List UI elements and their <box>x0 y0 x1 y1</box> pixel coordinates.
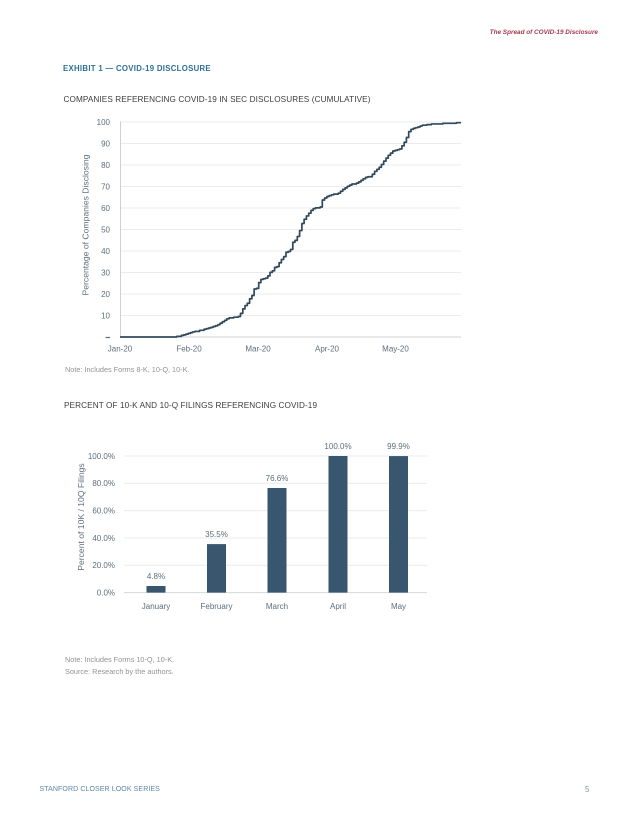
svg-text:May-20: May-20 <box>382 345 409 354</box>
svg-text:0.0%: 0.0% <box>97 589 115 598</box>
svg-text:20.0%: 20.0% <box>92 561 115 570</box>
svg-text:50: 50 <box>101 225 110 234</box>
svg-text:4.8%: 4.8% <box>147 572 165 581</box>
svg-text:40.0%: 40.0% <box>92 534 115 543</box>
svg-text:Percentage of Companies Disclo: Percentage of Companies Disclosing <box>81 154 91 295</box>
svg-text:70: 70 <box>101 182 110 191</box>
svg-text:40: 40 <box>101 247 110 256</box>
svg-text:March: March <box>266 602 288 611</box>
svg-text:100.0%: 100.0% <box>324 442 351 451</box>
svg-text:76.6%: 76.6% <box>266 474 289 483</box>
svg-text:80.0%: 80.0% <box>92 479 115 488</box>
svg-text:100: 100 <box>97 118 111 127</box>
svg-text:January: January <box>142 602 170 611</box>
svg-text:20: 20 <box>101 290 110 299</box>
svg-text:80: 80 <box>101 161 110 170</box>
svg-text:60.0%: 60.0% <box>92 507 115 516</box>
svg-text:May: May <box>391 602 406 611</box>
svg-text:60: 60 <box>101 204 110 213</box>
svg-text:35.5%: 35.5% <box>205 530 228 539</box>
svg-text:Percent of 10K / 10Q Filings: Percent of 10K / 10Q Filings <box>76 463 86 570</box>
svg-text:10: 10 <box>101 311 110 320</box>
svg-text:Apr-20: Apr-20 <box>315 345 340 354</box>
svg-text:99.9%: 99.9% <box>387 442 410 451</box>
svg-text:100.0%: 100.0% <box>88 452 115 461</box>
svg-text:April: April <box>330 602 346 611</box>
svg-text:Feb-20: Feb-20 <box>176 345 202 354</box>
svg-text:February: February <box>200 602 232 611</box>
svg-text:Mar-20: Mar-20 <box>245 345 271 354</box>
svg-text:90: 90 <box>101 139 110 148</box>
svg-text:30: 30 <box>101 268 110 277</box>
svg-text:Jan-20: Jan-20 <box>108 345 133 354</box>
